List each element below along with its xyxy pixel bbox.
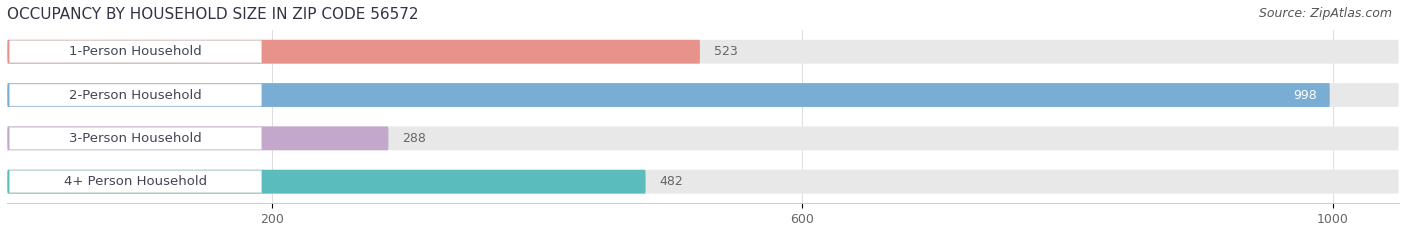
FancyBboxPatch shape [7,170,1399,194]
Text: 482: 482 [659,175,683,188]
Text: OCCUPANCY BY HOUSEHOLD SIZE IN ZIP CODE 56572: OCCUPANCY BY HOUSEHOLD SIZE IN ZIP CODE … [7,7,419,22]
FancyBboxPatch shape [7,83,1399,107]
FancyBboxPatch shape [7,83,1330,107]
FancyBboxPatch shape [7,170,645,194]
Text: 4+ Person Household: 4+ Person Household [65,175,207,188]
FancyBboxPatch shape [10,127,262,149]
Text: 3-Person Household: 3-Person Household [69,132,202,145]
FancyBboxPatch shape [10,84,262,106]
FancyBboxPatch shape [7,127,1399,150]
FancyBboxPatch shape [10,41,262,63]
Text: Source: ZipAtlas.com: Source: ZipAtlas.com [1258,7,1392,20]
Text: 288: 288 [402,132,426,145]
Text: 998: 998 [1294,89,1317,102]
FancyBboxPatch shape [10,171,262,193]
FancyBboxPatch shape [7,127,388,150]
Text: 523: 523 [714,45,737,58]
Text: 1-Person Household: 1-Person Household [69,45,202,58]
FancyBboxPatch shape [7,40,700,64]
FancyBboxPatch shape [7,40,1399,64]
Text: 2-Person Household: 2-Person Household [69,89,202,102]
